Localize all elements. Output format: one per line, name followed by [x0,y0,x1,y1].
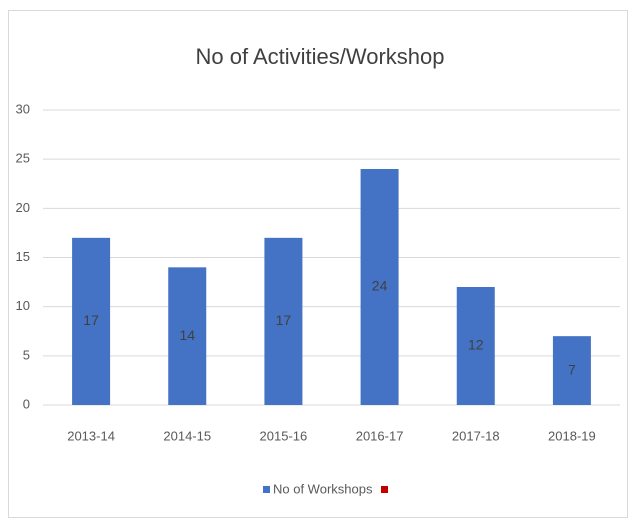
y-tick-label: 20 [16,200,30,215]
x-tick-label: 2013-14 [67,428,115,443]
data-label: 24 [372,278,388,294]
y-tick-label: 0 [23,396,30,411]
y-tick-label: 5 [23,347,30,362]
y-tick-label: 30 [16,101,30,116]
chart-border [8,10,628,518]
legend-swatch-extra [381,486,388,493]
legend-label: No of Workshops [273,481,373,496]
data-label: 17 [83,312,99,328]
bar [168,267,207,405]
x-tick-label: 2014-15 [163,428,211,443]
y-tick-label: 10 [16,298,30,313]
bar [72,237,111,405]
data-label: 12 [468,337,484,353]
chart-title: No of Activities/Workshop [195,44,444,69]
y-tick-label: 25 [16,151,30,166]
x-tick-label: 2017-18 [452,428,500,443]
x-tick-label: 2015-16 [260,428,308,443]
data-label: 14 [179,327,195,343]
legend: No of Workshops [263,481,388,496]
data-label: 7 [568,361,576,377]
bar [552,336,591,405]
bar [456,287,495,405]
x-tick-label: 2016-17 [356,428,404,443]
x-tick-label: 2018-19 [548,428,596,443]
data-label: 17 [276,312,292,328]
bar [264,237,303,405]
legend-swatch [263,486,270,493]
y-tick-label: 15 [16,249,30,264]
bar [360,169,399,405]
